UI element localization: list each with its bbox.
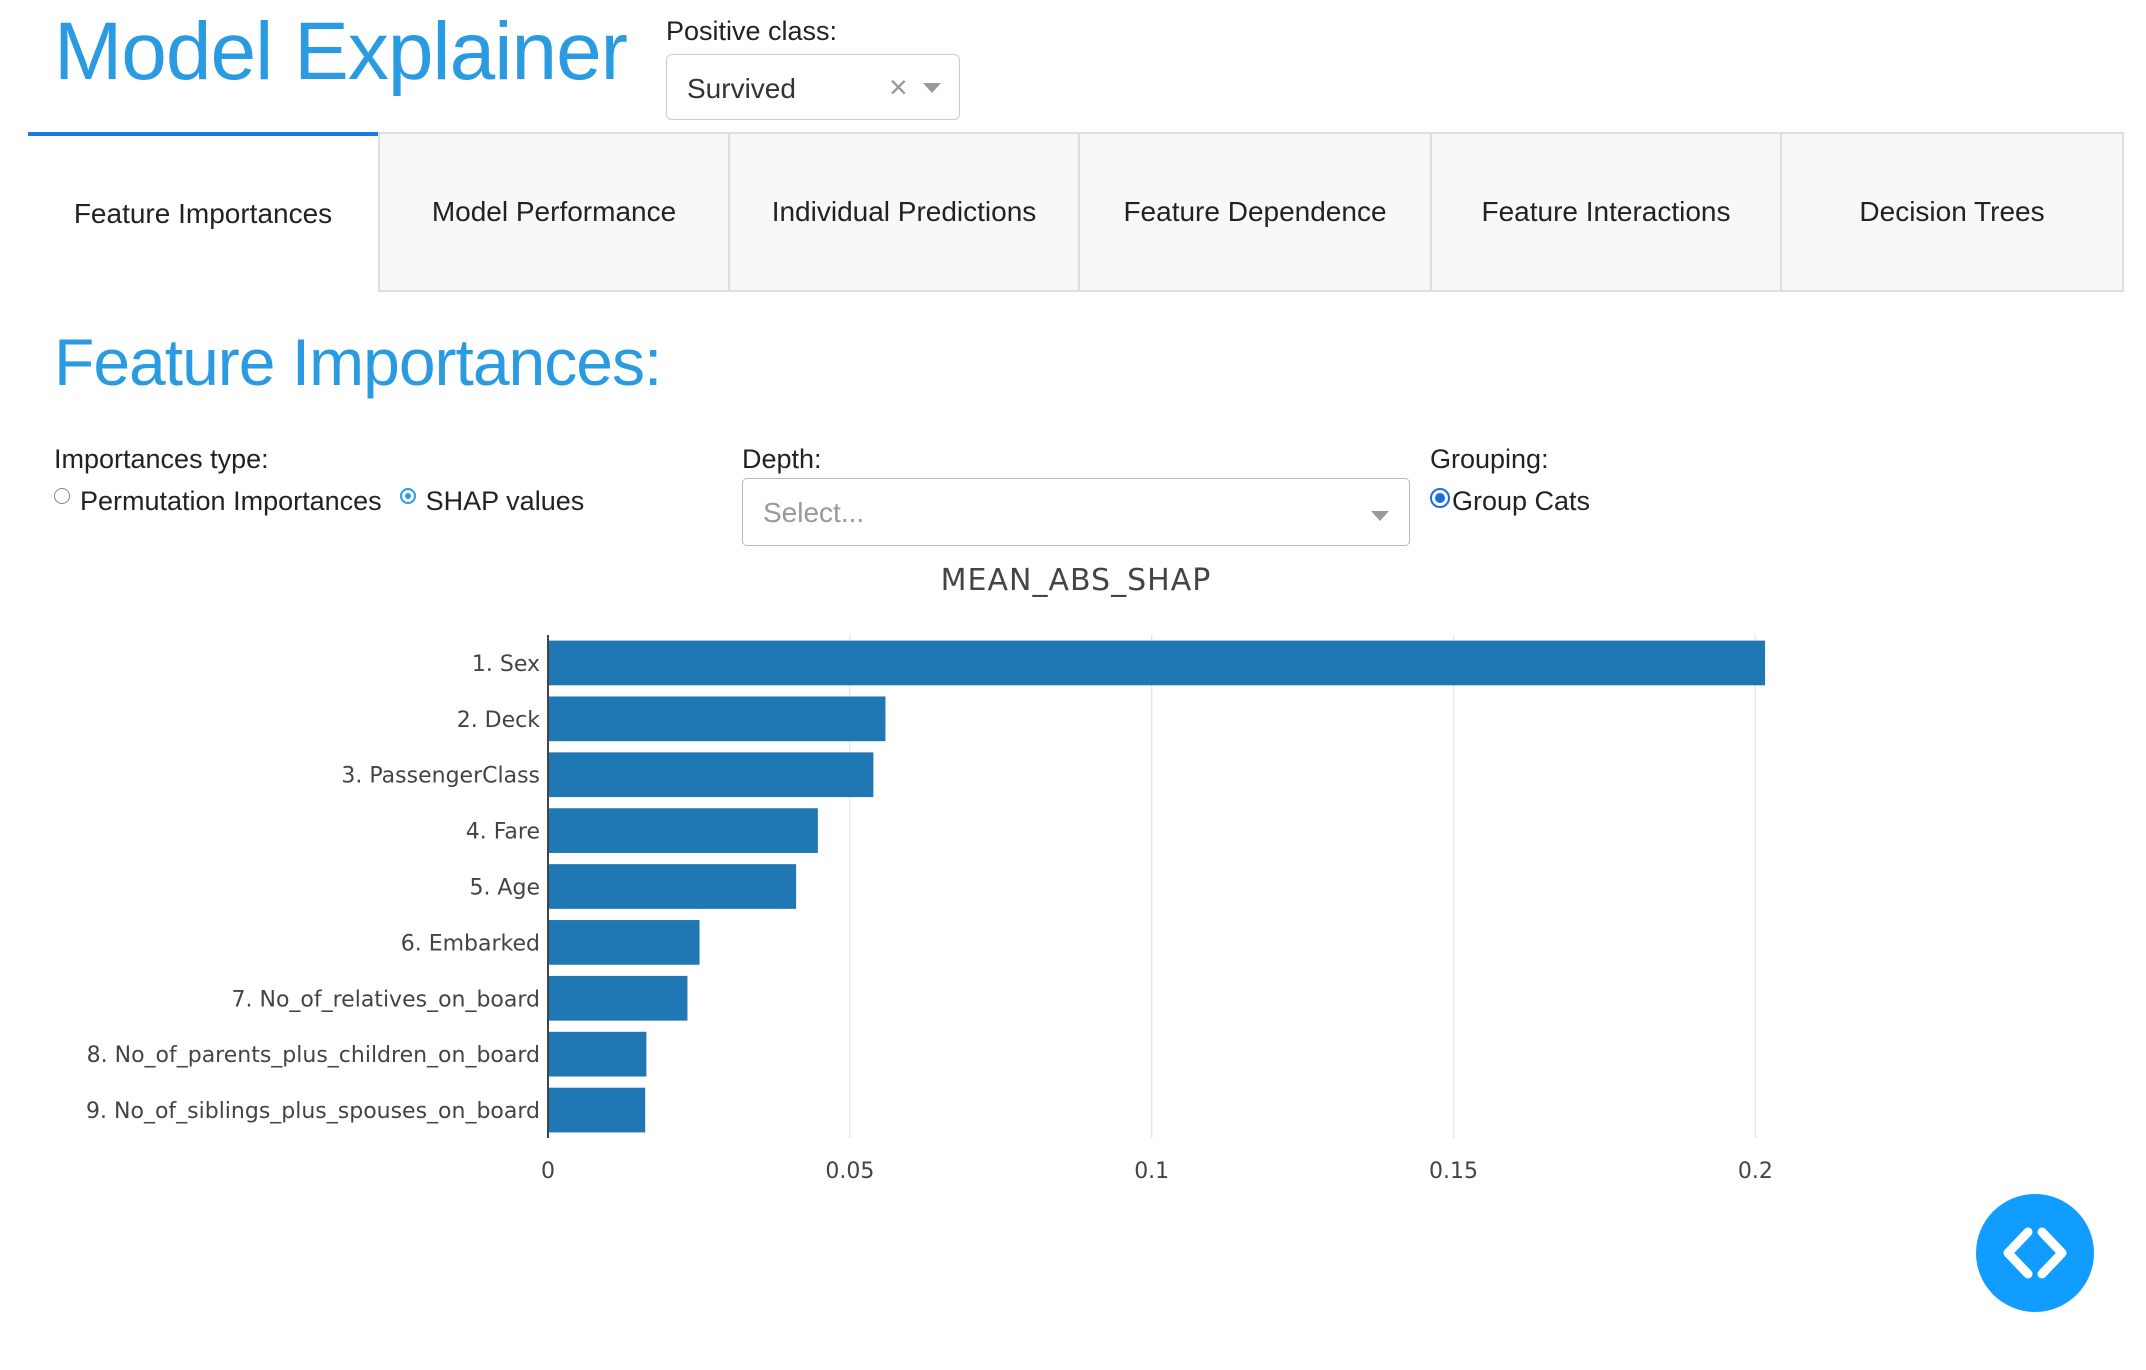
- tab-label: Decision Trees: [1859, 196, 2045, 227]
- chart-title: MEAN_ABS_SHAP: [941, 563, 1212, 598]
- x-tick-label: 0.1: [1134, 1159, 1169, 1184]
- bar[interactable]: [548, 808, 818, 853]
- tab-individual-predictions[interactable]: Individual Predictions: [728, 132, 1080, 292]
- radio-shap[interactable]: [399, 487, 416, 504]
- y-tick-label: 8. No_of_parents_plus_children_on_board: [87, 1043, 540, 1068]
- tab-feature-importances[interactable]: Feature Importances: [28, 132, 380, 292]
- tab-bar: Feature Importances Model Performance In…: [28, 132, 2124, 292]
- bar[interactable]: [548, 864, 797, 909]
- tab-decision-trees[interactable]: Decision Trees: [1780, 132, 2124, 292]
- bar[interactable]: [548, 640, 1766, 686]
- bar[interactable]: [548, 1031, 647, 1077]
- section-title: Feature Importances:: [54, 325, 662, 399]
- app-title: Model Explainer: [54, 6, 628, 97]
- importances-type-label: Importances type:: [54, 444, 269, 474]
- y-tick-label: 1. Sex: [472, 652, 540, 677]
- bar[interactable]: [548, 752, 874, 798]
- code-toggle-button[interactable]: [1976, 1194, 2094, 1312]
- y-tick-label: 9. No_of_siblings_plus_spouses_on_board: [86, 1099, 540, 1124]
- y-tick-label: 5. Age: [469, 876, 540, 901]
- chevron-down-icon[interactable]: [1371, 511, 1389, 521]
- bar[interactable]: [548, 975, 688, 1021]
- x-tick-label: 0.2: [1738, 1159, 1773, 1184]
- code-brackets-icon: [2003, 1227, 2067, 1279]
- tab-label: Individual Predictions: [771, 196, 1037, 227]
- tab-label: Feature Interactions: [1481, 196, 1731, 227]
- positive-class-select[interactable]: Survived ×: [666, 54, 960, 120]
- positive-class-value: Survived: [687, 73, 796, 104]
- group-cats-option[interactable]: Group Cats: [1430, 486, 1590, 517]
- radio-permutation[interactable]: [54, 487, 70, 504]
- permutation-label: Permutation Importances: [80, 486, 382, 516]
- tab-model-performance[interactable]: Model Performance: [378, 132, 730, 292]
- grouping-label: Grouping:: [1430, 444, 1549, 474]
- tab-label: Model Performance: [431, 196, 677, 227]
- tab-feature-dependence[interactable]: Feature Dependence: [1078, 132, 1432, 292]
- tab-feature-interactions[interactable]: Feature Interactions: [1430, 132, 1782, 292]
- depth-placeholder: Select...: [763, 497, 865, 528]
- x-tick-label: 0.05: [825, 1159, 874, 1184]
- y-tick-label: 6. Embarked: [401, 931, 540, 956]
- importances-type-radio-group: Permutation Importances SHAP values: [54, 486, 584, 517]
- permutation-option[interactable]: Permutation Importances: [54, 486, 382, 517]
- depth-label: Depth:: [742, 444, 822, 474]
- bar[interactable]: [548, 920, 700, 965]
- importances-chart: MEAN_ABS_SHAP 1. Sex 2. Deck 3. PassengerC…: [86, 563, 1773, 1184]
- positive-class-label: Positive class:: [666, 16, 838, 46]
- y-tick-label: 4. Fare: [466, 820, 540, 845]
- shap-label: SHAP values: [425, 486, 585, 516]
- x-tick-label: 0: [541, 1159, 555, 1184]
- y-tick-label: 2. Deck: [457, 708, 541, 733]
- shap-option[interactable]: SHAP values: [399, 486, 585, 517]
- chevron-down-icon[interactable]: [923, 83, 941, 93]
- radio-group-cats[interactable]: [1430, 487, 1450, 508]
- y-tick-label: 3. PassengerClass: [341, 764, 540, 789]
- clear-icon[interactable]: ×: [889, 69, 908, 105]
- tab-label: Feature Dependence: [1123, 196, 1387, 227]
- bar[interactable]: [548, 1087, 646, 1133]
- bar[interactable]: [548, 696, 886, 742]
- y-tick-label: 7. No_of_relatives_on_board: [232, 987, 540, 1012]
- depth-select[interactable]: Select...: [742, 478, 1410, 546]
- tab-label: Feature Importances: [73, 198, 333, 229]
- group-cats-label: Group Cats: [1452, 486, 1591, 516]
- x-tick-label: 0.15: [1429, 1159, 1478, 1184]
